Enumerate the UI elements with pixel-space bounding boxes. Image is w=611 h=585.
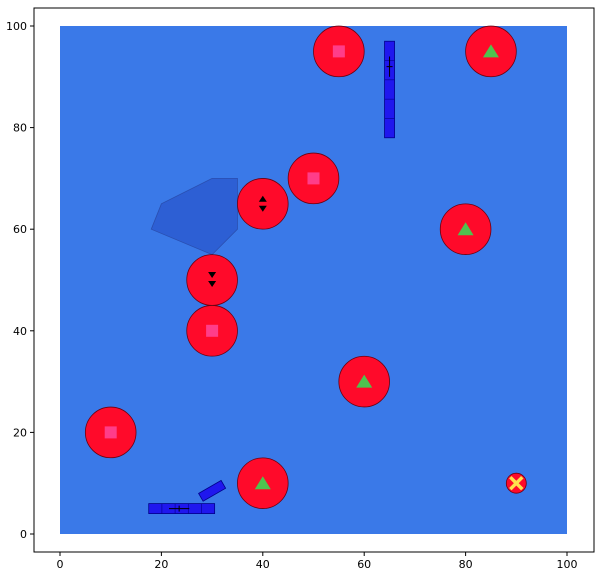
triangle-marker-icon — [482, 44, 499, 58]
obstacle — [439, 203, 492, 255]
axis-ticks: 0 20 40 60 80 100 0 20 40 60 80 100 — [6, 20, 578, 571]
vertical-robot — [384, 40, 395, 139]
arrow-down-icon — [258, 205, 267, 212]
tilted-robot — [198, 479, 227, 502]
obstacle-circle — [237, 178, 289, 230]
obstacle — [186, 305, 238, 357]
x-tick-label: 80 — [459, 558, 473, 571]
goal — [505, 472, 527, 494]
y-tick-label: 60 — [13, 223, 27, 236]
x-tick-label: 40 — [256, 558, 270, 571]
obstacle — [338, 355, 390, 408]
square-marker-icon — [332, 45, 345, 58]
obstacle-circle — [186, 254, 238, 306]
square-marker-icon — [307, 172, 320, 185]
y-tick-label: 40 — [13, 325, 27, 338]
obstacle — [287, 152, 340, 205]
obstacle — [465, 25, 517, 78]
x-tick-label: 60 — [357, 558, 371, 571]
arrow-down-icon — [208, 281, 217, 287]
x-tick-label: 100 — [557, 558, 578, 571]
obstacle — [237, 178, 289, 230]
horizontal-robot — [148, 503, 216, 515]
y-tick-label: 20 — [13, 426, 27, 439]
x-tick-label: 20 — [154, 558, 168, 571]
triangle-marker-icon — [457, 222, 474, 236]
robot-body — [384, 40, 395, 139]
obstacle — [313, 25, 365, 78]
x-tick-label: 0 — [57, 558, 64, 571]
square-marker-icon — [104, 426, 117, 439]
arrow-down-icon — [208, 272, 217, 278]
obstacle — [237, 457, 289, 509]
y-tick-label: 80 — [13, 122, 27, 135]
triangle-marker-icon — [254, 476, 271, 490]
y-tick-label: 100 — [6, 20, 27, 33]
square-marker-icon — [206, 324, 219, 337]
arrow-up-icon — [258, 195, 267, 202]
play-field — [60, 26, 567, 534]
y-tick-label: 0 — [20, 528, 27, 541]
obstacle — [186, 254, 238, 306]
obstacle — [84, 406, 137, 459]
world-layer — [84, 25, 527, 515]
triangle-marker-icon — [356, 374, 373, 388]
goal-x-icon — [509, 475, 524, 491]
